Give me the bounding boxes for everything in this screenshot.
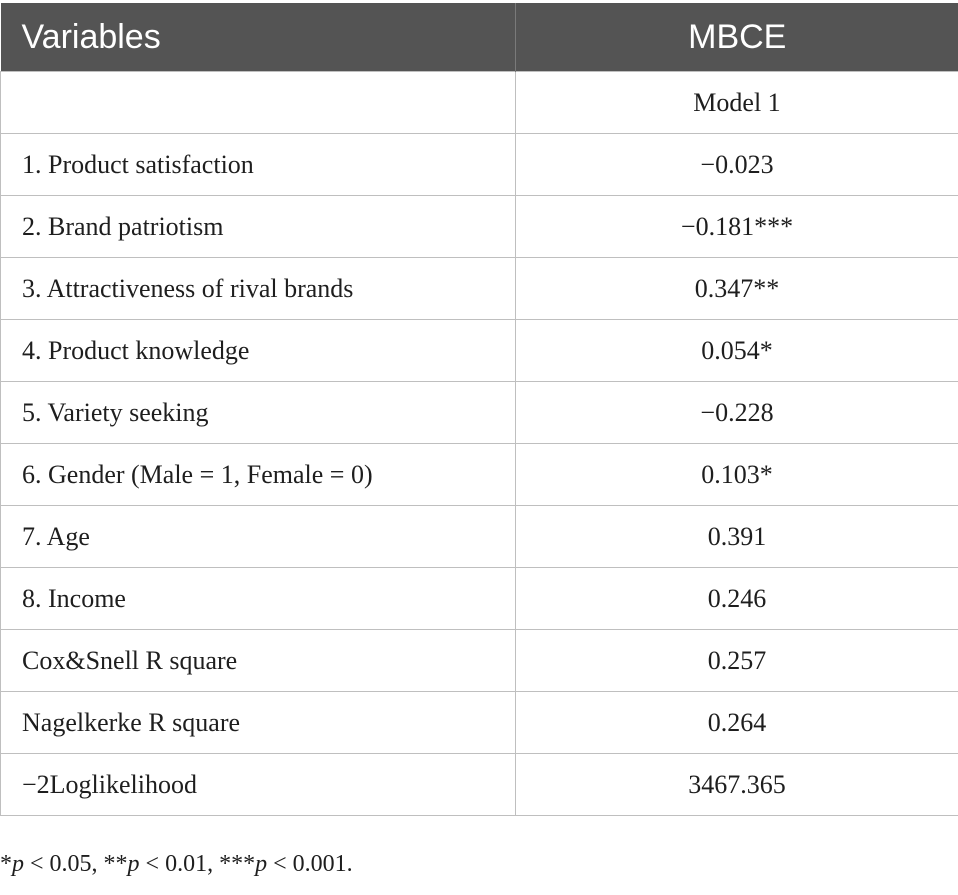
table-row: 2. Brand patriotism −0.181***: [0, 195, 958, 258]
table-row: Nagelkerke R square 0.264: [0, 691, 958, 754]
row-label: Cox&Snell R square: [0, 629, 516, 692]
table-footnote: *p < 0.05, **p < 0.01, ***p < 0.001.: [0, 851, 353, 878]
table-row: Cox&Snell R square 0.257: [0, 629, 958, 692]
table-row: 7. Age 0.391: [0, 505, 958, 568]
table-row: 3. Attractiveness of rival brands 0.347*…: [0, 257, 958, 320]
row-value: 0.257: [515, 629, 958, 692]
footnote-threshold-1: < 0.05,: [24, 851, 104, 877]
footnote-stars-3: ***: [219, 851, 256, 877]
header-mbce: MBCE: [515, 3, 958, 72]
row-value: −0.023: [515, 133, 958, 196]
row-label: 8. Income: [0, 567, 516, 630]
footnote-p-2: p: [127, 851, 140, 877]
footnote-stars-1: *: [0, 851, 12, 877]
table-row: 5. Variety seeking −0.228: [0, 381, 958, 444]
row-label: −2Loglikelihood: [0, 753, 516, 816]
row-value: −0.228: [515, 381, 958, 444]
row-value: 0.054*: [515, 319, 958, 382]
table-row: −2Loglikelihood 3467.365: [0, 753, 958, 816]
row-label: 6. Gender (Male = 1, Female = 0): [0, 443, 516, 506]
row-value: 0.103*: [515, 443, 958, 506]
table-row: 8. Income 0.246: [0, 567, 958, 630]
regression-table: Variables MBCE Model 1 1. Product satisf…: [0, 3, 958, 816]
header-variables: Variables: [0, 3, 516, 72]
row-label: 3. Attractiveness of rival brands: [0, 257, 516, 320]
subheader-empty-cell: [0, 71, 516, 134]
table-header-row: Variables MBCE: [0, 3, 958, 72]
footnote-p-3: p: [255, 851, 268, 877]
footnote-p-1: p: [12, 851, 24, 877]
row-value: 3467.365: [515, 753, 958, 816]
row-label: Nagelkerke R square: [0, 691, 516, 754]
table-row: 4. Product knowledge 0.054*: [0, 319, 958, 382]
row-value: 0.264: [515, 691, 958, 754]
row-value: 0.246: [515, 567, 958, 630]
footnote-threshold-3: < 0.001.: [267, 851, 353, 877]
row-label: 5. Variety seeking: [0, 381, 516, 444]
table-row: 6. Gender (Male = 1, Female = 0) 0.103*: [0, 443, 958, 506]
footnote-threshold-2: < 0.01,: [139, 851, 220, 877]
row-label: 1. Product satisfaction: [0, 133, 516, 196]
row-value: 0.347**: [515, 257, 958, 320]
row-value: 0.391: [515, 505, 958, 568]
row-label: 4. Product knowledge: [0, 319, 516, 382]
row-label: 2. Brand patriotism: [0, 195, 516, 258]
row-label: 7. Age: [0, 505, 516, 568]
table-row: 1. Product satisfaction −0.023: [0, 133, 958, 196]
subheader-model: Model 1: [515, 71, 958, 134]
row-value: −0.181***: [515, 195, 958, 258]
table-subheader-row: Model 1: [0, 71, 958, 134]
footnote-stars-2: **: [103, 851, 128, 877]
